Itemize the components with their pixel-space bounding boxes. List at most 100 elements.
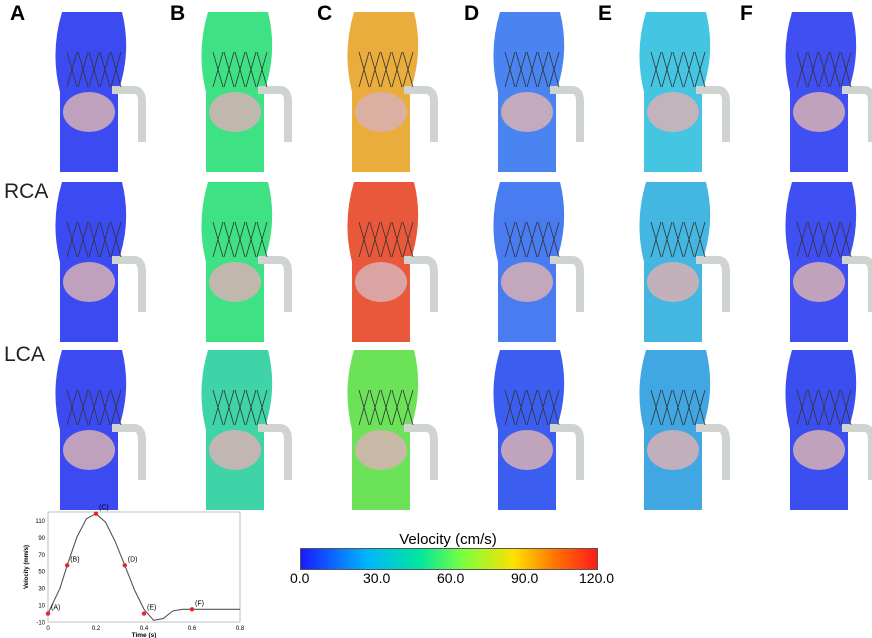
stent-strut (515, 51, 527, 88)
stent-strut (391, 221, 403, 258)
valve-leaflets (63, 430, 115, 470)
stent-strut (402, 389, 414, 426)
stent-strut (807, 51, 819, 88)
stent-strut (245, 389, 257, 426)
y-tick-label: 30 (38, 587, 45, 593)
y-tick-label: 70 (38, 553, 45, 559)
stent-strut (391, 389, 403, 426)
stent-strut (840, 389, 852, 426)
stent-strut (672, 51, 684, 88)
stent-strut (234, 389, 246, 426)
valve-leaflets (501, 430, 553, 470)
y-tick-label: 110 (35, 519, 45, 525)
stent-strut (66, 221, 78, 258)
colorbar-tick: 90.0 (511, 570, 539, 586)
stent-strut (650, 51, 662, 88)
sim-panel (460, 350, 590, 510)
stent-strut (537, 389, 549, 426)
stent-strut (694, 51, 706, 88)
stent-strut (66, 389, 78, 426)
sim-panel (606, 350, 736, 510)
stent-strut (840, 51, 852, 88)
aorta-vessel (639, 350, 711, 510)
stent-strut (234, 221, 246, 258)
stent-strut (548, 51, 560, 88)
phase-point (122, 563, 128, 568)
x-tick-label: 0.2 (92, 626, 101, 632)
stent-strut (369, 51, 381, 88)
sim-panel (22, 350, 152, 510)
phase-point (189, 607, 195, 612)
coronary-branch (404, 424, 438, 480)
stent-strut (683, 51, 695, 88)
stent-strut (829, 389, 841, 426)
phase-point (93, 511, 99, 516)
stent-strut (515, 221, 527, 258)
stent-strut (402, 221, 414, 258)
aorta-vessel (201, 350, 273, 510)
stent-strut (504, 221, 516, 258)
stent-strut (212, 221, 224, 258)
valve-leaflets (355, 92, 407, 132)
aorta-vessel (493, 182, 565, 342)
column-label-e: E (598, 2, 613, 25)
sim-panel (168, 182, 298, 342)
colorbar-tick: 0.0 (290, 570, 310, 586)
stent-strut (504, 51, 516, 88)
sim-panel (168, 350, 298, 510)
phase-point-label: (E) (147, 605, 156, 612)
coronary-branch (112, 86, 146, 142)
aorta-vessel (201, 12, 273, 172)
stent-strut (818, 221, 830, 258)
sim-panel (168, 12, 298, 172)
coronary-branch (550, 256, 584, 312)
stent-strut (661, 389, 673, 426)
coronary-branch (696, 424, 730, 480)
aorta-vessel (785, 12, 857, 172)
stent-strut (110, 51, 122, 88)
stent-strut (818, 389, 830, 426)
stent-strut (88, 51, 100, 88)
aorta-vessel (785, 350, 857, 510)
stent-strut (526, 51, 538, 88)
stent-strut (88, 221, 100, 258)
velocity-waveform-chart: -10 10 30 50 70 90 110 0 0.2 0.4 0.6 0.8 Time (s) Vel… (24, 505, 245, 638)
valve-leaflets (793, 262, 845, 302)
aorta-vessel (55, 12, 127, 172)
sim-panel (314, 12, 444, 172)
stent-strut (807, 221, 819, 258)
stent-strut (223, 51, 235, 88)
stent-strut (548, 221, 560, 258)
valve-leaflets (501, 262, 553, 302)
aorta-vessel (493, 350, 565, 510)
stent-strut (223, 221, 235, 258)
stent-strut (537, 51, 549, 88)
stent-strut (256, 51, 268, 88)
sim-panel (314, 182, 444, 342)
y-tick-label: 10 (38, 604, 45, 610)
coronary-branch (258, 424, 292, 480)
sim-panel (22, 182, 152, 342)
x-tick-label: 0.8 (236, 626, 245, 632)
stent-strut (829, 51, 841, 88)
coronary-branch (258, 86, 292, 142)
sim-panel (752, 12, 872, 172)
column-label-a: A (10, 2, 26, 25)
stent-strut (548, 389, 560, 426)
velocity-curve (47, 513, 240, 621)
sim-panel (314, 350, 444, 510)
stent-strut (99, 51, 111, 88)
column-label-d: D (464, 2, 480, 25)
stent-strut (840, 221, 852, 258)
colorbar-tick: 120.0 (579, 570, 615, 586)
stent-strut (99, 389, 111, 426)
column-label-c: C (317, 2, 333, 25)
plot-frame (47, 511, 241, 623)
coronary-branch (112, 256, 146, 312)
stent-strut (672, 389, 684, 426)
stent-strut (672, 221, 684, 258)
x-tick-label: 0.4 (140, 626, 149, 632)
stent-strut (380, 389, 392, 426)
column-label-b: B (170, 2, 186, 25)
sim-panel (606, 182, 736, 342)
